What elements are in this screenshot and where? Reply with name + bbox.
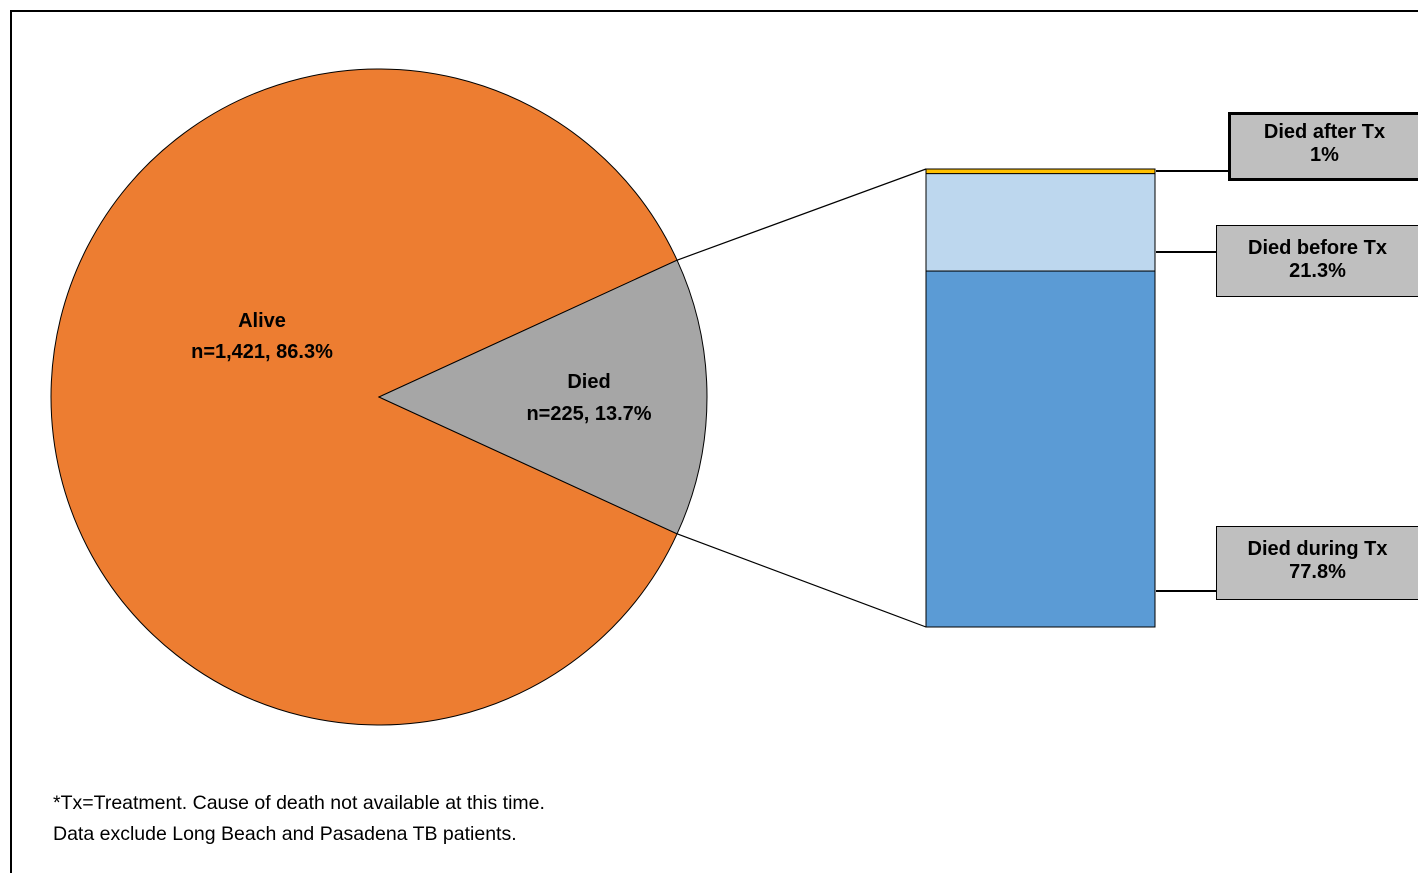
bar-segment-died-during-tx — [925, 270, 1156, 628]
bar-segment-died-before-tx — [925, 173, 1156, 272]
callout-died-during-tx: Died during Tx 77.8% — [1216, 526, 1418, 600]
callout-label: Died before Tx — [1248, 237, 1387, 259]
connector-line-bottom — [676, 533, 927, 628]
callout-value: 77.8% — [1289, 561, 1346, 583]
pie-label-alive: Alive — [238, 310, 286, 332]
callout-died-after-tx: Died after Tx 1% — [1228, 112, 1418, 181]
callout-died-before-tx: Died before Tx 21.3% — [1216, 225, 1418, 297]
stacked-bar-died — [925, 168, 1156, 628]
bar-segment-died-after-tx — [925, 168, 1156, 175]
connector-line-top — [676, 168, 927, 261]
pie-detail-alive: n=1,421, 86.3% — [191, 341, 333, 363]
pie-slice-alive — [50, 68, 678, 726]
callout-value: 1% — [1310, 144, 1339, 166]
pie-detail-died: n=225, 13.7% — [526, 403, 651, 425]
outer-border — [10, 10, 1418, 873]
pie-label-died: Died — [567, 371, 610, 393]
callout-label: Died during Tx — [1247, 538, 1388, 560]
footnote-line-2: Data exclude Long Beach and Pasadena TB … — [53, 823, 517, 845]
footnote-line-1: *Tx=Treatment. Cause of death not availa… — [53, 792, 545, 814]
callout-label: Died after Tx — [1263, 121, 1386, 143]
pie-slice-died — [377, 259, 708, 535]
callout-value: 21.3% — [1289, 260, 1346, 282]
